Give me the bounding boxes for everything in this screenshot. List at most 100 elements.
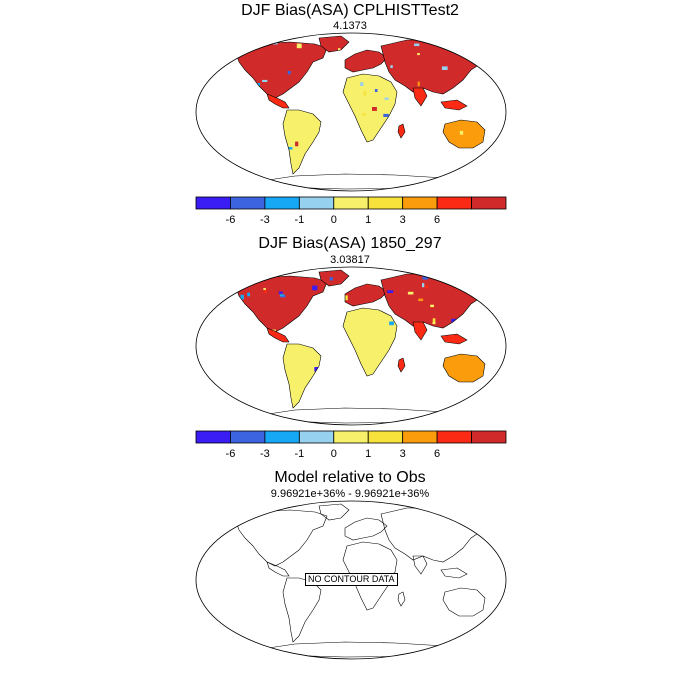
bias-cell [355,177,357,179]
bias-cell [212,59,216,62]
bias-cell [240,145,242,147]
bias-cell [226,303,229,306]
bias-cell [476,150,478,153]
bias-cell [410,333,413,335]
bias-cell [280,184,283,188]
bias-cell [406,356,411,361]
bias-cell [415,115,419,119]
bias-cell [379,300,383,304]
bias-cell [466,176,469,179]
bias-cell [347,416,350,418]
bias-cell [491,178,494,181]
bias-cell [292,267,296,271]
bias-cell [505,334,509,338]
bias-cell [321,353,326,356]
bias-cell [237,33,242,36]
bias-cell [302,339,305,342]
bias-cell [393,183,397,186]
bias-cell [501,287,506,290]
bias-cell [394,117,397,121]
bias-cell [216,84,221,87]
bias-cell [232,35,236,38]
bias-cell [212,356,217,360]
bias-cell [223,106,228,109]
bias-cell [322,358,325,363]
bias-cell [248,415,253,419]
bias-cell [392,81,397,84]
bias-cell [246,275,251,280]
bias-cell [398,157,403,161]
bias-cell [500,374,503,377]
bias-cell [235,416,240,421]
bias-cell [200,82,204,84]
colorbar-swatch [402,430,438,444]
bias-cell [351,284,357,285]
bias-cell [397,100,399,103]
bias-cell [374,71,380,74]
bias-cell [476,352,478,355]
bias-cell [319,108,324,111]
coastline-europe [344,49,388,73]
bias-cell [304,166,310,170]
bias-cell [502,80,506,83]
bias-cell [356,397,360,400]
bias-cell [389,397,394,401]
bias-cell [311,404,315,407]
bias-cell [395,424,397,427]
bias-cell [260,37,265,40]
bias-cell [389,177,392,180]
coastline-central-america [266,561,290,577]
bias-cell [467,385,471,390]
bias-cell [217,365,221,368]
bias-cell [492,415,496,418]
bias-cell [315,176,318,181]
bias-cell [224,360,227,363]
bias-cell [267,104,272,108]
bias-cell [414,376,418,379]
bias-cell [477,54,480,57]
bias-cell [230,85,235,88]
bias-cell [199,191,203,195]
bias-cell [227,85,233,90]
bias-cell [428,425,433,427]
coastline-south-america [282,343,322,409]
bias-cell [302,322,304,325]
bias-cell [457,414,461,418]
bias-cell [272,272,278,276]
bias-cell [201,140,205,143]
bias-cell [369,178,374,182]
bias-cell [379,270,383,273]
bias-cell [274,331,277,336]
bias-cell [324,300,328,304]
bias-cell [312,285,318,291]
bias-cell [313,108,316,112]
bias-cell [506,272,512,277]
bias-cell [495,163,500,167]
bias-cell [254,105,260,110]
bias-cell [494,134,497,136]
bias-cell [435,338,439,341]
bias-cell [346,346,349,349]
bias-cell [260,337,266,341]
bias-cell [488,88,490,90]
colorbar-tick-label: 6 [434,214,440,226]
bias-cell [232,184,236,188]
bias-cell [411,267,415,272]
bias-cell [442,34,446,38]
bias-cell [455,274,457,278]
bias-cell [314,72,319,75]
bias-cell [285,189,289,194]
bias-cell [294,423,299,425]
bias-cell [412,348,416,352]
bias-cell [496,166,501,169]
bias-cell [402,168,404,173]
bias-cell [488,190,493,194]
bias-cell [380,419,384,422]
coastline-india [412,321,428,341]
bias-cell [446,389,450,393]
bias-cell [202,61,205,64]
coastline-north-america [234,509,328,567]
bias-cell [259,326,263,329]
bias-cell [331,162,336,164]
bias-cell [330,67,334,72]
